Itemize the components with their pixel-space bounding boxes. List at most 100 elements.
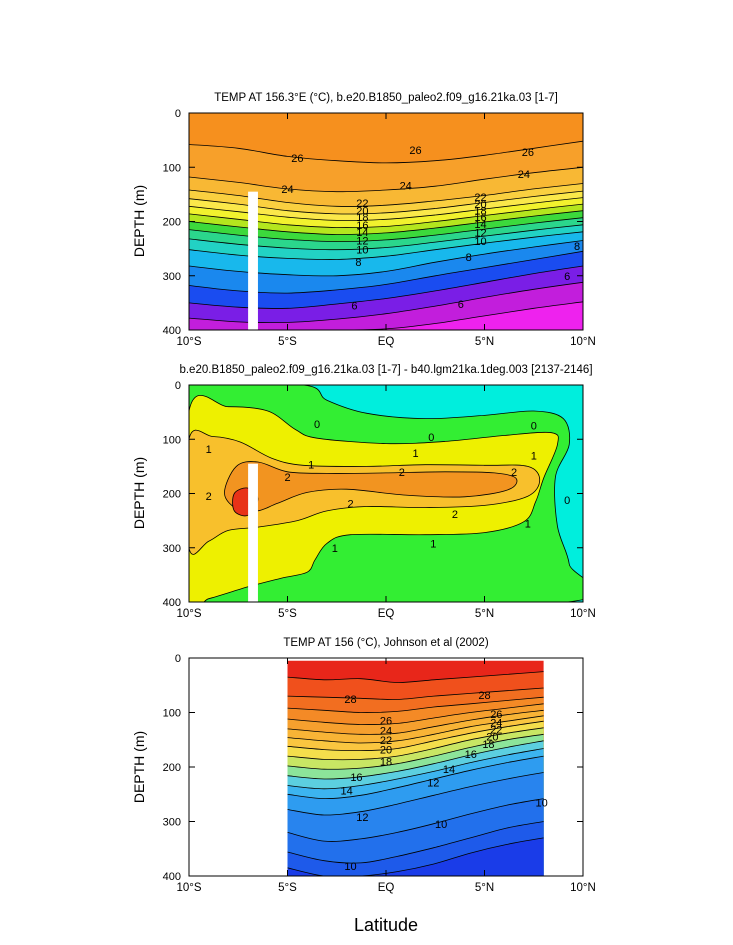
panel-title: TEMP AT 156.3°E (°C), b.e20.B1850_paleo2…: [214, 92, 558, 104]
y-axis-label: DEPTH (m): [131, 185, 147, 257]
contour-lines: [287, 671, 544, 876]
contour-label: 28: [478, 690, 490, 702]
contour-label: 28: [344, 694, 356, 706]
panel-bottom-observed-temperature: TEMP AT 156 (°C), Johnson et al (2002) D…: [131, 637, 596, 894]
x-axis: 10°S 5°S EQ 5°N 10°N: [176, 658, 596, 894]
contour-region-lobe-2-to-3: [189, 429, 541, 555]
panel-title: b.e20.B1850_paleo2.f09_g16.21ka.03 [1-7]…: [179, 364, 592, 376]
contour-label: 1: [206, 444, 212, 456]
contour-line: [287, 748, 544, 790]
panel-middle-temperature-difference: b.e20.B1850_paleo2.f09_g16.21ka.03 [1-7]…: [131, 364, 596, 620]
contour-line: [189, 140, 583, 164]
contour-label: 24: [518, 169, 530, 181]
x-axis-label: Latitude: [354, 915, 418, 935]
contour-line: [287, 821, 544, 864]
y-tick-label: 300: [163, 543, 181, 555]
contour-band: [189, 301, 583, 330]
contour-label: 14: [443, 764, 455, 776]
contour-line: [287, 720, 544, 752]
contour-label: 20: [380, 745, 392, 757]
contour-label: 24: [490, 717, 502, 729]
mask-bar: [248, 191, 258, 330]
contour-label: 22: [490, 724, 502, 736]
contour-line: [189, 166, 583, 193]
y-tick-label: 400: [163, 597, 181, 609]
y-tick-label: 300: [163, 271, 181, 283]
contour-label: 14: [356, 227, 368, 239]
contour-label: 12: [356, 235, 368, 247]
x-tick-label: 5°S: [278, 882, 297, 894]
missing-data-mask: [248, 463, 258, 602]
contour-label: 8: [466, 252, 472, 264]
y-tick-label: 0: [175, 380, 181, 392]
x-tick-label: EQ: [378, 608, 395, 620]
contour-label: 26: [380, 716, 392, 728]
x-tick-label: EQ: [378, 336, 395, 348]
contour-label: 6: [564, 271, 570, 283]
x-tick-label: 5°N: [475, 608, 494, 620]
contour-label: 16: [465, 749, 477, 761]
contour-fills: [189, 385, 583, 602]
contour-label: 24: [400, 181, 412, 193]
contour-label: 18: [482, 739, 494, 751]
x-tick-label: EQ: [378, 882, 395, 894]
contour-label: 18: [474, 206, 486, 218]
contour-label: 22: [474, 192, 486, 204]
x-tick-label: 10°N: [570, 336, 596, 348]
y-axis-label: DEPTH (m): [131, 731, 147, 803]
plot-area: [189, 113, 583, 330]
contour-label: 1: [525, 518, 531, 530]
contour-line: [287, 740, 544, 780]
contour-label: 1: [531, 451, 537, 463]
contour-label: 20: [474, 199, 486, 211]
contour-label: 24: [281, 184, 293, 196]
contour-label: 8: [355, 257, 361, 269]
x-tick-label: 5°S: [278, 336, 297, 348]
panel-top-model-temperature: TEMP AT 156.3°E (°C), b.e20.B1850_paleo2…: [131, 92, 596, 348]
y-tick-label: 300: [163, 817, 181, 829]
x-axis: 10°S 5°S EQ 5°N 10°N: [176, 113, 596, 348]
y-tick-label: 100: [163, 162, 181, 174]
y-axis: 0 100 2 0 0 300 400: [163, 380, 583, 609]
contour-line: [287, 687, 544, 700]
contour-label: 26: [490, 709, 502, 721]
contour-line: [287, 733, 544, 770]
contour-label: 16: [350, 772, 362, 784]
contour-label: 1: [308, 460, 314, 472]
y-tick-label: 400: [163, 325, 181, 337]
contour-label: 18: [380, 757, 392, 769]
contour-line: [287, 715, 544, 744]
contour-label: 8: [574, 241, 580, 253]
contour-label: 10: [474, 236, 486, 248]
contour-line: [287, 703, 544, 725]
contour-label: 0: [531, 421, 537, 433]
contour-label: 10: [356, 245, 368, 257]
mask-bar: [248, 463, 258, 602]
contour-label: 26: [291, 153, 303, 165]
contour-label: 24: [380, 725, 392, 737]
x-tick-label: 5°N: [475, 882, 494, 894]
x-tick-label: 5°S: [278, 608, 297, 620]
y-tick-label: 200: [163, 217, 181, 229]
contour-label: 26: [522, 147, 534, 159]
x-tick-label: 5°N: [475, 336, 494, 348]
contour-label: 6: [458, 299, 464, 311]
plot-area: [287, 660, 544, 876]
contour-label: 2: [399, 467, 405, 479]
plot-area: [189, 385, 583, 602]
contour-label: 14: [340, 785, 352, 797]
contour-line: [287, 837, 544, 876]
y-tick-label: 100: [163, 434, 181, 446]
y-tick-label: 200: [163, 762, 181, 774]
contour-label: 22: [380, 735, 392, 747]
contour-label: 2: [452, 509, 458, 521]
contour-label: 1: [332, 543, 338, 555]
contour-label: 22: [356, 198, 368, 210]
x-axis: 10°S 5°S EQ 5°N 10°N: [176, 385, 596, 620]
contour-label: 0: [564, 495, 570, 507]
contour-label: 10: [435, 819, 447, 831]
x-tick-label: 10°N: [570, 882, 596, 894]
